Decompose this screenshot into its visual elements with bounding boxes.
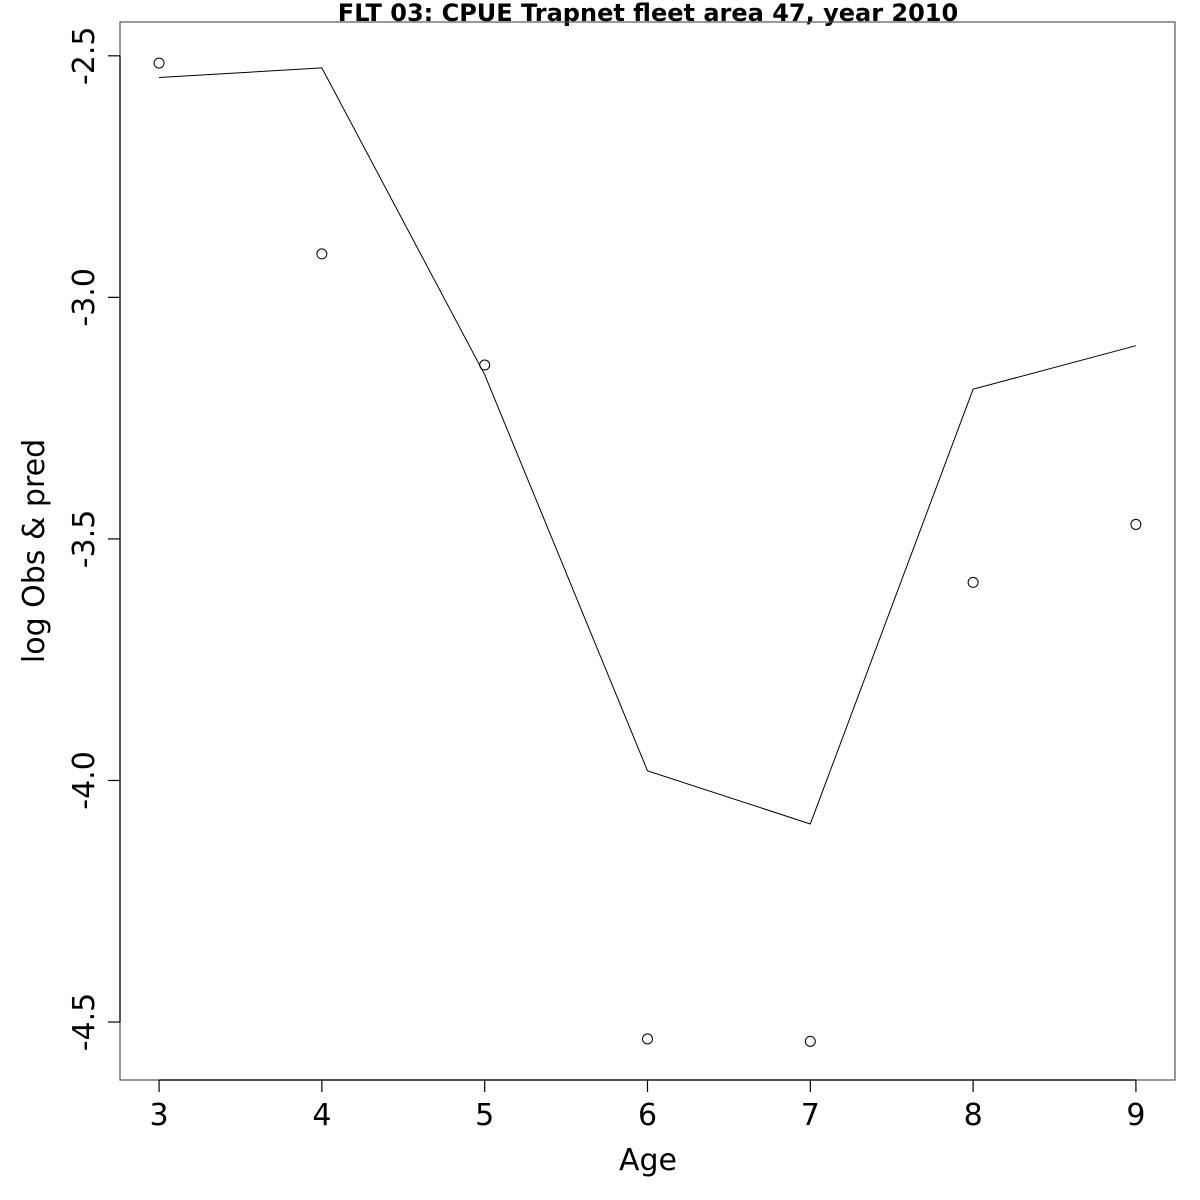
x-tick-label: 3 <box>150 1098 169 1133</box>
observed-point <box>967 576 979 588</box>
y-axis: -2.5 -3.0 -3.5 -4.0 -4.5 <box>67 27 121 1052</box>
observed-point <box>804 1035 816 1047</box>
plot-frame <box>119 21 1176 1081</box>
y-tick-label: -3.5 <box>67 510 102 569</box>
series-layer <box>153 57 1142 1047</box>
y-tick-label: -4.0 <box>67 751 102 810</box>
observed-point <box>153 57 165 69</box>
predicted-line <box>159 67 1137 825</box>
y-axis-label: log Obs & pred <box>17 439 52 663</box>
chart-title: FLT 03: CPUE Trapnet fleet area 47, year… <box>338 0 958 27</box>
y-tick-label: -2.5 <box>67 27 102 86</box>
x-axis-label: Age <box>619 1143 677 1178</box>
observed-point <box>316 248 328 260</box>
observed-point <box>1130 518 1142 530</box>
y-tick-label: -3.0 <box>67 268 102 327</box>
x-tick-label: 6 <box>638 1098 657 1133</box>
x-tick-label: 5 <box>475 1098 494 1133</box>
observed-point <box>642 1033 653 1045</box>
x-tick-label: 9 <box>1126 1098 1145 1133</box>
x-tick-label: 8 <box>964 1098 983 1133</box>
y-tick-label: -4.5 <box>67 993 102 1052</box>
x-tick-label: 7 <box>801 1098 820 1133</box>
x-axis: 3 4 5 6 7 8 9 <box>150 1079 1145 1133</box>
x-tick-label: 4 <box>312 1098 331 1133</box>
observed-point <box>479 359 491 371</box>
